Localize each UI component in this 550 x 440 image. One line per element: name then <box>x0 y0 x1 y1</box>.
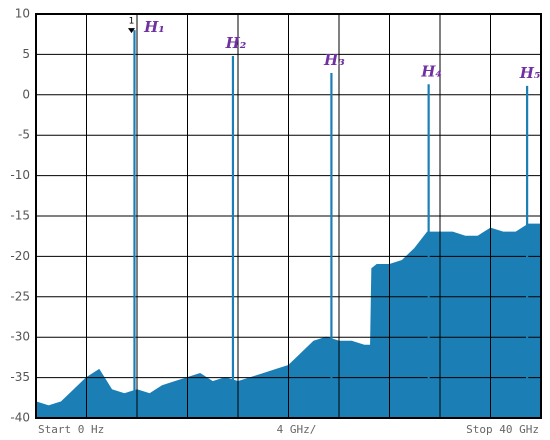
y-tick-label: -20 <box>10 249 30 263</box>
footer-label: 4 GHz/ <box>277 423 317 436</box>
marker-triangle <box>127 28 135 34</box>
y-tick-label: -25 <box>10 289 30 303</box>
y-tick-label: -35 <box>10 370 30 384</box>
plot-border <box>35 13 542 419</box>
harmonic-label: H₅ <box>519 64 541 82</box>
y-tick-label: 5 <box>22 47 30 61</box>
footer-label: Start 0 Hz <box>38 423 104 436</box>
footer-label: Stop 40 GHz <box>466 423 539 436</box>
harmonic-label: H₂ <box>225 34 247 52</box>
noise-floor <box>35 223 542 419</box>
y-tick-label: 0 <box>22 87 30 101</box>
harmonic-label: H₃ <box>323 51 345 69</box>
y-tick-label: -5 <box>18 128 30 142</box>
harmonic-label: H₄ <box>420 62 442 80</box>
harmonic-label: H₁ <box>143 18 165 36</box>
y-tick-label: -10 <box>10 168 30 182</box>
y-tick-label: -40 <box>10 411 30 425</box>
y-tick-label: -15 <box>10 209 30 223</box>
marker-label: 1 <box>129 17 135 27</box>
y-tick-label: 10 <box>15 7 30 21</box>
y-tick-label: -30 <box>10 330 30 344</box>
